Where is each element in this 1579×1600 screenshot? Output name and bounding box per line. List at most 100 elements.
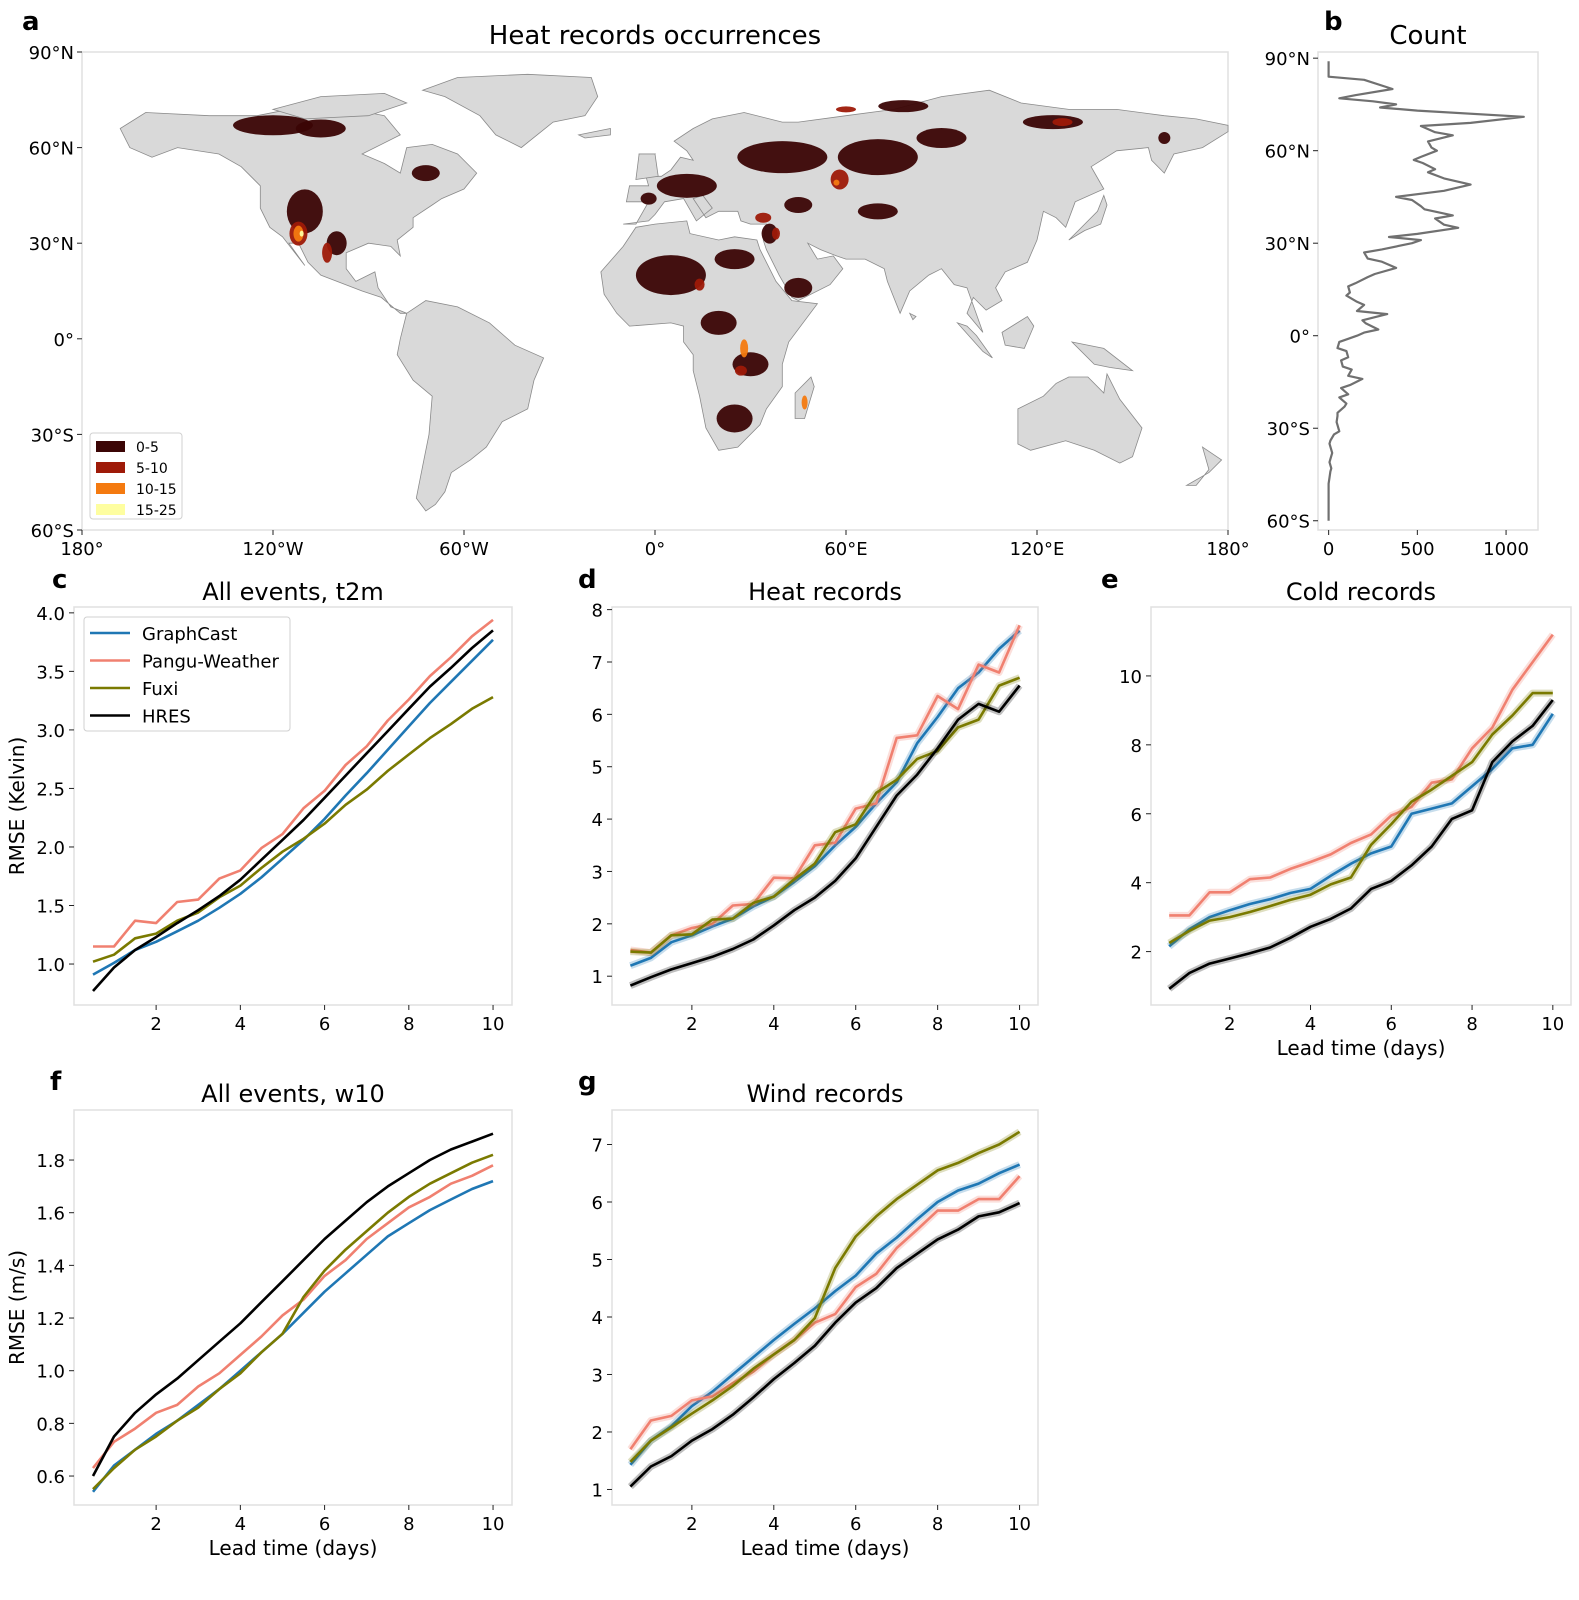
x-axis-label: Lead time (days) [741,1536,910,1560]
series-line-graphcast [92,638,494,976]
x-tick-label: 8 [932,1514,943,1535]
legend-label: 5-10 [136,461,168,477]
heat-records-chart: Heat records 1 2 3 4 5 6 7 8 2 4 6 8 10 [592,578,1039,1035]
panel-label-a: a [22,7,40,37]
chart-title: Heat records [748,578,902,606]
confidence-band-fuxi [627,1128,1022,1465]
y-tick-label: 1.2 [36,1309,65,1330]
y-tick-label: 4 [1131,874,1142,895]
plot-frame [611,606,1039,1006]
panel-label-f: f [50,1067,62,1097]
x-tick-label: 4 [768,1014,779,1035]
series-line-graphcast [1168,713,1554,948]
y-tick-label: 0° [54,330,74,351]
australia-land [1017,372,1143,464]
new-guinea-land [1070,341,1134,372]
y-tick-label: 30°S [31,425,74,446]
y-tick-label: 1.5 [36,897,65,918]
wind-records-chart: Wind records 1 2 3 4 5 6 7 2 4 6 8 10 Lead time (days… [592,1080,1039,1560]
chart-title: Cold records [1286,578,1436,606]
series-line-hres [1168,699,1554,990]
legend-label: 10-15 [136,482,177,498]
panel-label-g: g [578,1067,597,1097]
y-tick-label: 90°N [1265,49,1310,70]
legend-swatch [96,483,125,494]
y-tick-label: 1.0 [36,955,65,976]
x-tick-label: 4 [235,1014,246,1035]
x-tick-label: 4 [235,1514,246,1535]
series-line-graphcast [629,1163,1021,1466]
x-tick-label: 6 [850,1014,861,1035]
y-tick-label: 1.4 [36,1256,65,1277]
y-tick-label: 2 [1131,943,1142,964]
x-tick-label: 120°E [1010,539,1065,560]
y-tick-label: 7 [592,653,603,674]
y-tick-label: 60°S [1267,512,1310,533]
y-tick-label: 8 [1131,736,1142,757]
legend-swatch [96,504,125,515]
panel-label-d: d [578,565,597,595]
panel-e-cold-records: e Cold records 2 4 6 8 10 2 4 6 8 10 Lead time (day… [1101,565,1572,1060]
y-tick-label: 4.0 [36,604,65,625]
series-line-hres [629,1201,1021,1488]
legend-swatch [96,441,125,452]
hotspot-5-10 [1052,118,1073,127]
y-tick-label: 90°N [29,43,74,64]
panel-d-heat-records: d Heat records 1 2 3 4 5 6 7 8 2 4 6 8 10 [578,565,1039,1035]
y-axis-label: RMSE (m/s) [5,1250,29,1365]
x-tick-label: 8 [1466,1014,1477,1035]
hotspot-0-5 [878,100,929,113]
y-tick-label: 1.0 [36,1362,65,1383]
x-tick-label: 8 [932,1014,943,1035]
legend-label: 15-25 [136,503,177,519]
series-line-graphcast [91,1179,494,1493]
series-line-fuxi [92,1153,494,1491]
t2m-chart: All events, t2m 1.0 1.5 2.0 2.5 3.0 3.5 4.0 2 4 6 8… [5,578,513,1035]
x-tick-label: 8 [403,1514,414,1535]
x-tick-label: 6 [319,1514,330,1535]
hotspot-5-10 [755,212,772,223]
x-tick-label: 0° [645,539,665,560]
series-line-fuxi [629,1130,1021,1463]
iceland-land [577,128,611,139]
legend-label: GraphCast [142,624,237,645]
y-tick-label: 3.0 [36,721,65,742]
confidence-band-graphcast [629,627,1022,969]
x-tick-label: 10 [1008,1514,1031,1535]
hotspot-0-5 [1158,132,1171,145]
x-tick-label: 60°E [824,539,867,560]
x-tick-label: 8 [403,1014,414,1035]
sumatra-land [956,322,993,359]
x-tick-label: 10 [1541,1014,1564,1035]
y-tick-label: 3.5 [36,662,65,683]
series-line-pangu-weather [1169,633,1554,917]
south-america-land [396,300,545,512]
x-tick-label: 6 [1386,1014,1397,1035]
chart-title: Count [1389,21,1466,51]
x-tick-label: 4 [768,1514,779,1535]
new-zealand-land [1185,446,1223,486]
y-tick-label: 0° [1290,327,1310,348]
y-tick-label: 7 [592,1135,603,1156]
y-tick-label: 1.6 [36,1204,65,1225]
x-tick-label: 2 [1224,1014,1235,1035]
x-tick-label: 6 [850,1514,861,1535]
heat-record-hotspots [233,100,1171,433]
legend-label: 0-5 [136,440,159,456]
y-tick-label: 4 [592,1308,603,1329]
arctic-islands-land [271,92,408,120]
y-tick-label: 8 [592,601,603,622]
confidence-band-pangu-weather [1169,632,1556,919]
y-tick-label: 0.6 [36,1467,65,1488]
x-tick-label: 2 [686,1514,697,1535]
map-legend: 0-5 5-10 10-15 15-25 [89,432,183,520]
hotspot-0-5 [656,173,717,198]
legend-label: Pangu-Weather [142,652,279,673]
panel-label-e: e [1101,565,1119,595]
x-tick-label: 10 [482,1014,505,1035]
hotspot-5-10 [836,106,856,113]
plot-frame [73,606,513,1006]
x-tick-label: 2 [686,1014,697,1035]
legend-label: Fuxi [142,679,178,700]
panel-label-c: c [52,565,67,595]
